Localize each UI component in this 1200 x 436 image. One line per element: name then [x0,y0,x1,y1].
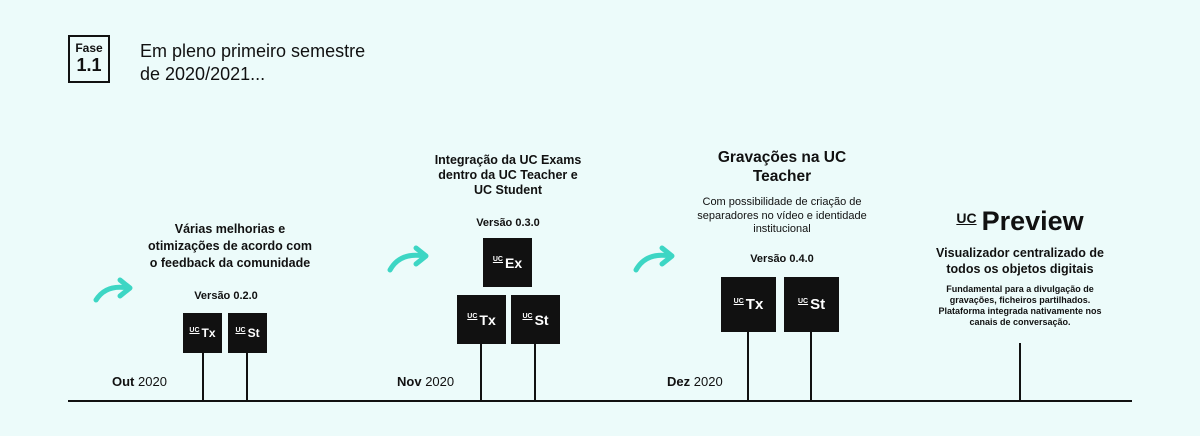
description-line: Plataforma integrada nativamente nos [938,306,1102,316]
description-line: canais de conversação. [969,317,1071,327]
arrow-head [117,277,133,299]
box-prefix: UC [733,298,744,305]
box-prefix: UC [522,313,533,320]
title-line: o feedback da comunidade [149,256,311,270]
arrow-head [413,245,429,267]
date: Out 2020 [112,374,167,389]
box-prefix: UC [467,313,478,320]
connector [534,344,536,401]
phase-badge: Fase 1.1 [68,35,110,83]
box-code: St [247,326,260,340]
milestone-title: Várias melhorias e otimizações de acordo… [148,221,312,272]
title-line: UC Student [473,183,543,197]
year: 2020 [138,374,167,389]
year: 2020 [693,374,723,389]
box-code: Tx [745,296,764,313]
year: 2020 [425,374,455,389]
app-box: UC Tx [721,277,776,332]
app-box: UC St [228,313,267,353]
connector [1019,343,1021,401]
subtitle-line: Visualizador centralizado de [936,246,1104,260]
app-box: UC St [511,295,560,344]
title-line: otimizações de acordo com [148,239,312,253]
arrow-head [659,245,675,267]
box-code: St [534,311,549,328]
milestone-description: Com possibilidade de criação de separado… [697,196,866,237]
app-box: UC St [784,277,839,332]
description-line: Fundamental para a divulgação de [946,284,1094,294]
date: Dez 2020 [667,374,723,389]
month: Dez [667,374,691,389]
box-prefix: UC [235,326,246,334]
description-line: Com possibilidade de criação de [702,196,862,208]
box-code: Tx [201,326,216,340]
heading-line: Em pleno primeiro semestre [140,41,366,61]
phase-number: 1.1 [76,55,102,75]
arrow [633,252,673,273]
title-line: Teacher [752,168,812,185]
connector [246,353,248,401]
app-box: UC Tx [457,295,506,344]
date: Nov 2020 [397,374,454,389]
connector [202,353,204,401]
box-code: St [810,296,826,313]
connector [747,332,749,401]
version: Versão 0.3.0 [476,217,540,229]
phase-label: Fase [75,41,103,55]
title-line: Várias melhorias e [174,222,286,236]
month: Out [112,374,135,389]
arrow [387,252,427,273]
milestone-title: Gravações na UC Teacher [718,148,846,186]
logo-name: Preview [981,206,1084,236]
version: Versão 0.2.0 [194,290,258,302]
arrows [93,245,675,303]
description-line: gravações, ficheiros partilhados. [949,295,1091,305]
connector [810,332,812,401]
box-code: Ex [505,254,523,271]
preview-logo: UC Preview [956,206,1083,237]
title-line: dentro da UC Teacher e [438,168,578,182]
subtitle-line: todos os objetos digitais [946,262,1094,276]
app-box: UC Ex [483,238,532,287]
connector [480,344,482,401]
logo-prefix: UC [956,209,977,226]
arrow [93,284,131,303]
heading: Em pleno primeiro semestre de 2020/2021.… [140,40,365,86]
description-line: institucional [753,223,811,235]
box-prefix: UC [797,298,809,305]
heading-line: de 2020/2021... [140,64,266,84]
preview-subtitle: Visualizador centralizado de todos os ob… [936,245,1104,277]
box-code: Tx [479,311,496,328]
preview-description: Fundamental para a divulgação de gravaçõ… [938,284,1101,328]
box-prefix: UC [492,256,503,263]
box-prefix: UC [189,326,200,334]
version: Versão 0.4.0 [750,253,814,265]
title-line: Integração da UC Exams [434,153,582,167]
description-line: separadores no vídeo e identidade [697,209,867,222]
app-box: UC Tx [183,313,222,353]
milestone-title: Integração da UC Exams dentro da UC Teac… [435,153,582,198]
title-line: Gravações na UC [717,149,847,166]
month: Nov [397,374,422,389]
